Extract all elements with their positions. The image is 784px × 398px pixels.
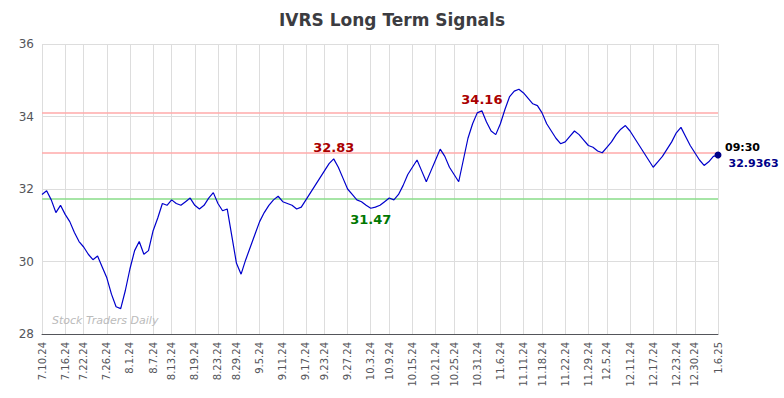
svg-text:10.21.24: 10.21.24 [430,342,441,387]
svg-text:Stock Traders Daily: Stock Traders Daily [52,314,159,327]
svg-text:10.3.24: 10.3.24 [365,342,376,380]
svg-text:8.19.24: 8.19.24 [189,342,200,380]
svg-text:10.31.24: 10.31.24 [472,342,483,387]
svg-text:11.11.24: 11.11.24 [518,342,529,387]
svg-text:10.9.24: 10.9.24 [384,342,395,380]
svg-text:10.15.24: 10.15.24 [407,342,418,387]
svg-text:10.25.24: 10.25.24 [449,342,460,387]
svg-text:8.29.24: 8.29.24 [231,342,242,380]
svg-text:34: 34 [19,110,34,124]
svg-text:12.17.24: 12.17.24 [648,342,659,387]
svg-text:8.23.24: 8.23.24 [212,342,223,380]
svg-text:9.17.24: 9.17.24 [300,342,311,380]
svg-text:9.5.24: 9.5.24 [254,342,265,374]
svg-text:12.11.24: 12.11.24 [625,342,636,387]
svg-text:7.10.24: 7.10.24 [37,342,48,380]
svg-text:11.29.24: 11.29.24 [583,342,594,387]
svg-text:IVRS Long Term Signals: IVRS Long Term Signals [279,10,505,30]
svg-text:8.1.24: 8.1.24 [124,342,135,374]
svg-text:11.6.24: 11.6.24 [495,342,506,380]
svg-text:8.7.24: 8.7.24 [148,342,159,374]
svg-text:31.47: 31.47 [350,212,391,227]
svg-text:36: 36 [19,37,34,51]
svg-text:7.16.24: 7.16.24 [60,342,71,380]
svg-text:9.23.24: 9.23.24 [319,342,330,380]
svg-text:30: 30 [19,255,34,269]
svg-text:11.18.24: 11.18.24 [537,342,548,387]
svg-text:12.23.24: 12.23.24 [671,342,682,387]
svg-text:12.5.24: 12.5.24 [601,342,612,380]
svg-text:8.13.24: 8.13.24 [166,342,177,380]
svg-text:09:30: 09:30 [725,141,760,154]
svg-text:12.30.24: 12.30.24 [689,342,700,387]
svg-text:28: 28 [19,327,34,341]
svg-text:1.6.25: 1.6.25 [713,342,724,374]
svg-text:9.27.24: 9.27.24 [342,342,353,380]
svg-text:32: 32 [19,182,34,196]
svg-text:32.9363: 32.9363 [729,157,779,170]
svg-text:32.83: 32.83 [313,140,354,155]
svg-text:7.26.24: 7.26.24 [101,342,112,380]
svg-text:11.22.24: 11.22.24 [560,342,571,387]
svg-text:7.22.24: 7.22.24 [78,342,89,380]
svg-text:9.11.24: 9.11.24 [277,342,288,380]
svg-text:34.16: 34.16 [461,92,502,107]
